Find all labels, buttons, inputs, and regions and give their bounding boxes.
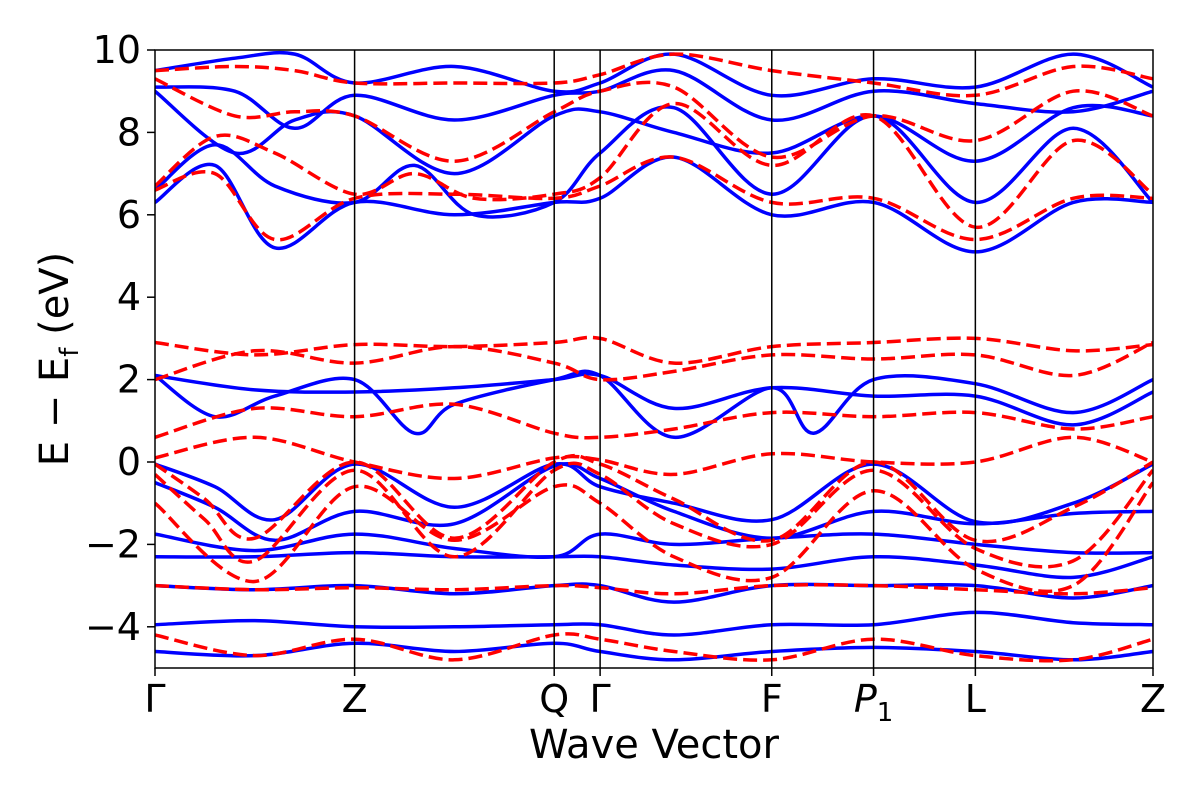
xtick-label: Z: [342, 677, 368, 721]
y-axis-title-unit: (eV): [32, 252, 78, 348]
xtick-label: Γ: [144, 677, 165, 721]
ytick-label: 2: [117, 358, 141, 402]
dashed-band-8: [155, 340, 1153, 382]
high-symmetry-lines: [353, 50, 977, 668]
solid-band-5: [155, 582, 1153, 604]
xtick-label: P1: [854, 677, 893, 728]
ytick-label: −4: [85, 605, 141, 649]
dashed-band-5: [155, 632, 1153, 663]
x-axis-title: Wave Vector: [529, 722, 780, 768]
bands-layer: [155, 50, 1153, 663]
dashed-band-12: [155, 77, 1153, 163]
ytick-label: 10: [93, 28, 141, 72]
plot-frame: [154, 49, 1154, 669]
dashed-band-7: [155, 402, 1153, 440]
solid-band-6: [155, 610, 1153, 637]
y-axis-title-main: E − E: [32, 357, 78, 467]
solid-band-9: [155, 372, 1153, 427]
solid-band-14: [155, 50, 1153, 98]
solid-band-10: [155, 155, 1153, 254]
x-axis-ticks: Γ Z Q Γ F P1 L Z: [144, 668, 1166, 728]
dashed-band-3: [155, 481, 1153, 594]
solid-band-8: [155, 369, 1153, 440]
solid-band-2: [155, 462, 1153, 543]
y-axis-title-sub: f: [55, 347, 85, 357]
xtick-label: Z: [1140, 677, 1166, 721]
xtick-label: Q: [539, 677, 569, 721]
dashed-band-6: [155, 435, 1153, 481]
xtick-label: Γ: [590, 677, 611, 721]
ytick-label: −2: [85, 522, 141, 566]
dashed-band-10: [155, 155, 1153, 242]
ytick-label: 0: [117, 440, 141, 484]
xtick-label: F: [761, 677, 783, 721]
ytick-label: 4: [117, 275, 141, 319]
dashed-band-11: [155, 101, 1153, 229]
y-axis-title: E − Ef (eV): [32, 252, 85, 467]
solid-band-4: [155, 550, 1153, 580]
dashed-band-2: [155, 461, 1153, 569]
dashed-band-4: [155, 583, 1153, 596]
dashed-band-13: [155, 52, 1153, 98]
y-axis-ticks: −4 −2 0 2 4 6 8 10: [85, 28, 155, 649]
ytick-label: 8: [117, 110, 141, 154]
xtick-label: L: [965, 677, 986, 721]
ytick-label: 6: [117, 193, 141, 237]
